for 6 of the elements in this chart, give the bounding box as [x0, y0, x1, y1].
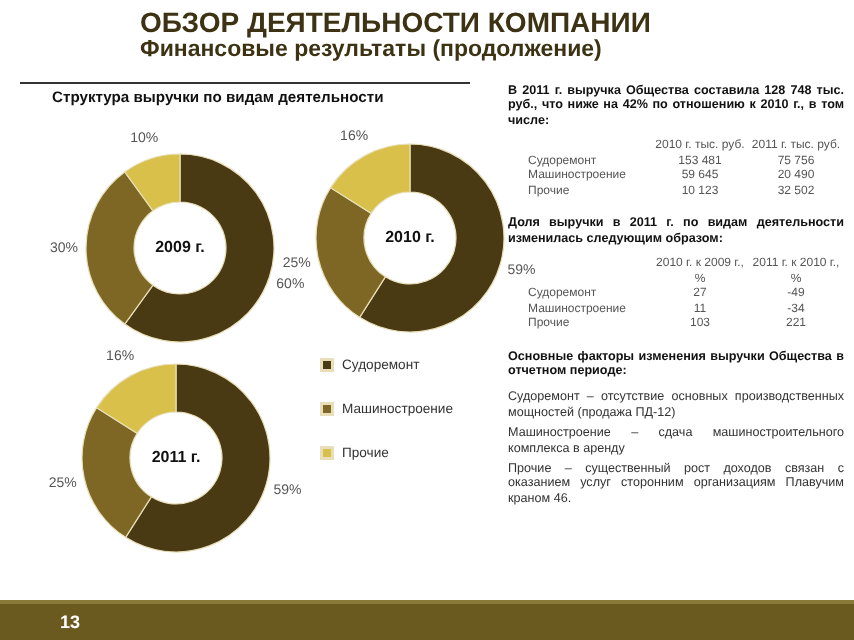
text: 2010 г. [385, 228, 435, 246]
text: 2009 г. [155, 238, 205, 256]
text: 13 [60, 612, 81, 632]
text: ОБЗОР ДЕЯТЕЛЬНОСТИ КОМПАНИИ [140, 6, 651, 38]
text: 2011 г. [151, 448, 201, 466]
text: Финансовые результаты (продолжение) [140, 38, 602, 62]
